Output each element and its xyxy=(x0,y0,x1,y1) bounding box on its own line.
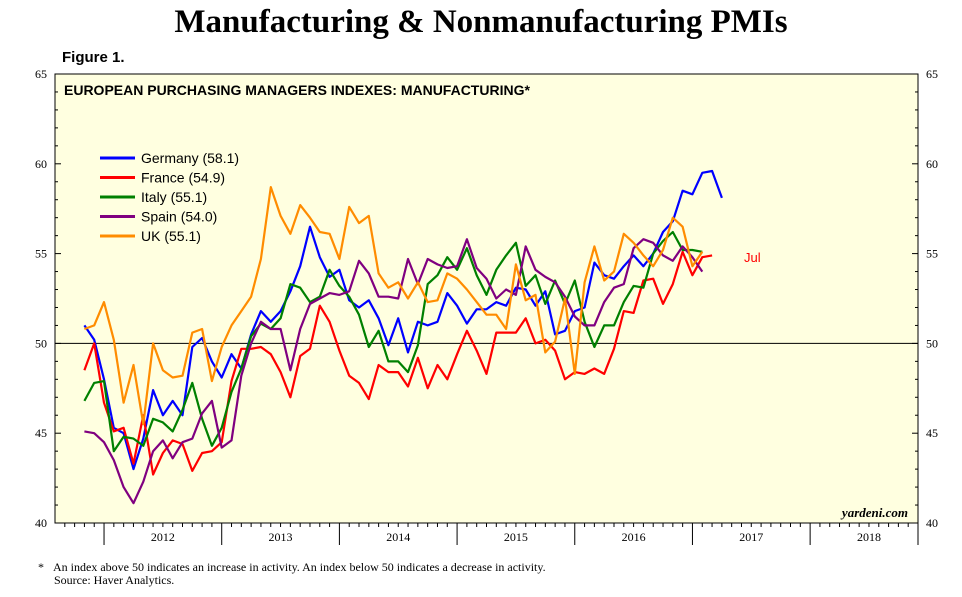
series-line-2 xyxy=(83,230,703,453)
y-tick-label-left: 55 xyxy=(35,247,47,261)
y-tick-label-right: 60 xyxy=(926,157,938,171)
y-tick-label-right: 40 xyxy=(926,516,938,530)
x-tick-label: 2012 xyxy=(151,530,175,544)
x-tick-label: 2015 xyxy=(504,530,528,544)
figure-label: Figure 1. xyxy=(62,49,125,66)
legend-label-4: UK (55.1) xyxy=(141,228,201,244)
y-tick-label-right: 45 xyxy=(926,426,938,440)
x-tick-label: 2018 xyxy=(857,530,881,544)
series-line-0 xyxy=(83,169,723,471)
y-tick-label-left: 50 xyxy=(35,336,47,350)
y-tick-label-left: 65 xyxy=(35,67,47,81)
footnote-marker: * xyxy=(38,560,44,574)
x-tick-label: 2017 xyxy=(739,530,763,544)
chart-title: EUROPEAN PURCHASING MANAGERS INDEXES: MA… xyxy=(64,82,530,98)
y-tick-label-left: 60 xyxy=(35,157,47,171)
x-tick-label: 2013 xyxy=(269,530,293,544)
series-line-4 xyxy=(84,186,704,426)
footnote-text: An index above 50 indicates an increase … xyxy=(53,560,546,574)
legend-label-3: Spain (54.0) xyxy=(141,209,217,225)
footnote: * An index above 50 indicates an increas… xyxy=(38,561,546,587)
legend-label-0: Germany (58.1) xyxy=(141,150,239,166)
source-text: Source: Haver Analytics. xyxy=(54,573,175,587)
legend-label-1: France (54.9) xyxy=(141,170,225,186)
series-line-1 xyxy=(83,250,713,476)
series-line-3 xyxy=(84,238,704,505)
x-tick-label: 2014 xyxy=(386,530,410,544)
y-tick-label-left: 40 xyxy=(35,516,47,530)
y-tick-label-right: 50 xyxy=(926,336,938,350)
plot-area xyxy=(54,73,919,524)
y-tick-label-left: 45 xyxy=(35,426,47,440)
watermark: yardeni.com xyxy=(840,505,908,520)
legend-label-2: Italy (55.1) xyxy=(141,189,207,205)
main-title: Manufacturing & Nonmanufacturing PMIs xyxy=(174,4,788,40)
end-annotation: Jul xyxy=(744,250,761,265)
y-tick-label-right: 65 xyxy=(926,67,938,81)
x-tick-label: 2016 xyxy=(622,530,646,544)
y-tick-label-right: 55 xyxy=(926,247,938,261)
